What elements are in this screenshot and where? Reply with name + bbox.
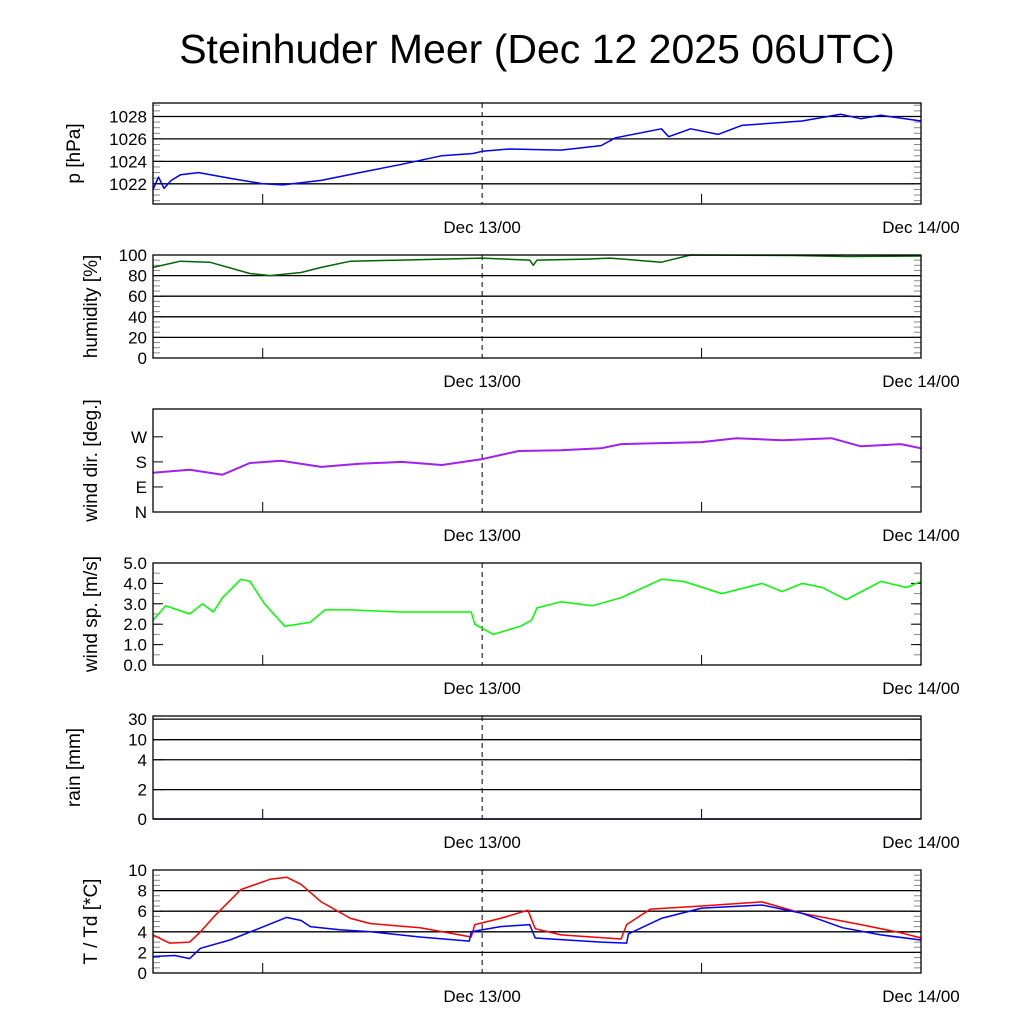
y-axis-label: wind sp. [m/s] xyxy=(81,556,102,673)
y-tick-label: 1024 xyxy=(109,152,147,171)
y-tick-label: E xyxy=(136,478,147,497)
y-tick-label: 6 xyxy=(138,902,147,921)
series-line-t xyxy=(152,876,922,944)
y-tick-label: 0 xyxy=(138,349,147,368)
y-tick-label: 4 xyxy=(138,751,147,770)
y-axis-label: p [hPa] xyxy=(64,123,85,183)
plot-frame xyxy=(152,102,922,205)
series-line-wind-direction xyxy=(152,437,922,476)
panel-wind-speed: 0.01.0 2.03.0 4.05.0 wind sp. [m/s] Dec 13/0… xyxy=(81,554,960,698)
y-tick-label: 0.0 xyxy=(123,656,147,675)
x-tick-label: Dec 13/00 xyxy=(443,679,521,698)
x-tick-label: Dec 13/00 xyxy=(443,833,521,852)
y-tick-label: 0 xyxy=(138,964,147,983)
series-line-wind-speed xyxy=(152,578,922,636)
x-tick-label: Dec 14/00 xyxy=(882,218,960,237)
panel-rain: 0 2 410 30 rain [mm] Dec 13/00 Dec 14/00 xyxy=(64,710,960,852)
series-line-pressure xyxy=(152,113,922,190)
y-tick-label: 8 xyxy=(138,882,147,901)
y-axis-label: T / Td [*C] xyxy=(81,879,102,965)
plot-frame xyxy=(152,408,922,513)
y-tick-label: 80 xyxy=(128,267,147,286)
y-tick-label: 4 xyxy=(138,923,147,942)
y-tick-label: N xyxy=(135,503,147,522)
y-tick-label: 100 xyxy=(119,246,147,265)
x-tick-label: Dec 13/00 xyxy=(443,218,521,237)
x-tick-label: Dec 14/00 xyxy=(882,679,960,698)
x-tick-label: Dec 13/00 xyxy=(443,372,521,391)
y-axis-label: wind dir. [deg.] xyxy=(81,399,102,523)
y-tick-label: 40 xyxy=(128,308,147,327)
y-tick-label: 2.0 xyxy=(123,615,147,634)
y-tick-label: 3.0 xyxy=(123,595,147,614)
x-tick-label: Dec 14/00 xyxy=(882,372,960,391)
y-tick-label: W xyxy=(131,428,147,447)
y-tick-label: S xyxy=(136,453,147,472)
y-tick-label: 2 xyxy=(138,943,147,962)
y-tick-label: 10 xyxy=(128,861,147,880)
plot-frame xyxy=(152,869,922,974)
y-axis-label: rain [mm] xyxy=(64,728,85,807)
plot-frame xyxy=(152,254,922,359)
series-line-humidity xyxy=(152,254,922,277)
x-tick-label: Dec 14/00 xyxy=(882,526,960,545)
y-tick-label: 0 xyxy=(138,810,147,829)
y-tick-label: 10 xyxy=(128,731,147,750)
y-tick-label: 5.0 xyxy=(123,554,147,573)
plot-frame xyxy=(152,715,922,820)
y-tick-label: 2 xyxy=(138,781,147,800)
x-tick-label: Dec 13/00 xyxy=(443,987,521,1006)
y-tick-label: 30 xyxy=(128,710,147,729)
y-tick-label: 1022 xyxy=(109,175,147,194)
series-line-td xyxy=(152,904,922,960)
panel-pressure: 1022 1024 1026 1028 p [hPa] Dec 13/00 Dec 14/0… xyxy=(64,102,960,237)
y-tick-label: 60 xyxy=(128,287,147,306)
chart-title: Steinhuder Meer (Dec 12 2025 06UTC) xyxy=(179,26,895,72)
x-tick-label: Dec 14/00 xyxy=(882,987,960,1006)
y-tick-label: 1.0 xyxy=(123,636,147,655)
panel-temperature: 0 24 68 10 T / Td [*C] Dec 13/00 Dec 14/00 xyxy=(81,861,960,1006)
y-axis-label: humidity [%] xyxy=(81,255,102,358)
y-tick-label: 20 xyxy=(128,328,147,347)
y-tick-label: 1026 xyxy=(109,130,147,149)
y-tick-label: 1028 xyxy=(109,107,147,126)
y-tick-label: 4.0 xyxy=(123,574,147,593)
x-tick-label: Dec 13/00 xyxy=(443,526,521,545)
x-tick-label: Dec 14/00 xyxy=(882,833,960,852)
plot-frame xyxy=(152,562,922,666)
